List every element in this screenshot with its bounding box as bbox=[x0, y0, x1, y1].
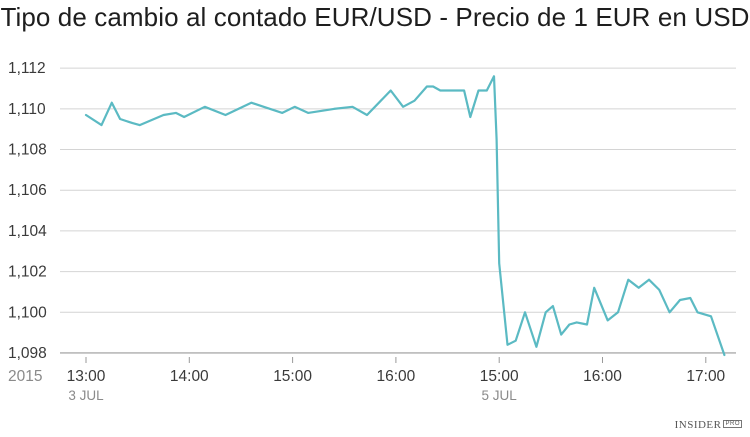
y-tick-label: 1,112 bbox=[8, 60, 46, 77]
date-label: 3 JUL bbox=[68, 388, 104, 403]
y-tick-label: 1,102 bbox=[8, 264, 47, 281]
chart-title: Tipo de cambio al contado EUR/USD - Prec… bbox=[0, 2, 750, 32]
x-tick-label: 16:00 bbox=[377, 368, 416, 385]
x-tick-label: 16:00 bbox=[583, 368, 622, 385]
y-axis-ticks: 1,098 1,100 1,102 1,104 1,106 1,108 1,110 1,112 bbox=[8, 60, 47, 362]
y-tick-label: 1,108 bbox=[8, 142, 47, 159]
x-tick-label: 14:00 bbox=[170, 368, 209, 385]
x-tick-label: 17:00 bbox=[686, 368, 725, 385]
gridlines bbox=[60, 67, 736, 354]
y-tick-label: 1,098 bbox=[8, 345, 47, 362]
x-tick-label: 13:00 bbox=[67, 368, 106, 385]
y-tick-label: 1,106 bbox=[8, 182, 47, 199]
series-line bbox=[84, 75, 726, 357]
x-tick-label: 15:00 bbox=[273, 368, 312, 385]
y-tick-label: 1,104 bbox=[8, 223, 47, 240]
eurusd-series-line bbox=[84, 75, 726, 357]
x-axis-ticks: 13:00 14:00 15:00 16:00 15:00 16:00 17:00 2015 3… bbox=[8, 357, 726, 403]
date-label: 5 JUL bbox=[482, 388, 518, 403]
insider-logo: INSIDER PRO bbox=[675, 419, 742, 431]
brand-name: INSIDER bbox=[674, 419, 722, 431]
year-label: 2015 bbox=[8, 368, 42, 385]
x-tick-label: 15:00 bbox=[480, 368, 519, 385]
brand-badge: PRO bbox=[723, 420, 742, 428]
y-tick-label: 1,100 bbox=[8, 304, 47, 321]
y-tick-label: 1,110 bbox=[8, 101, 46, 118]
